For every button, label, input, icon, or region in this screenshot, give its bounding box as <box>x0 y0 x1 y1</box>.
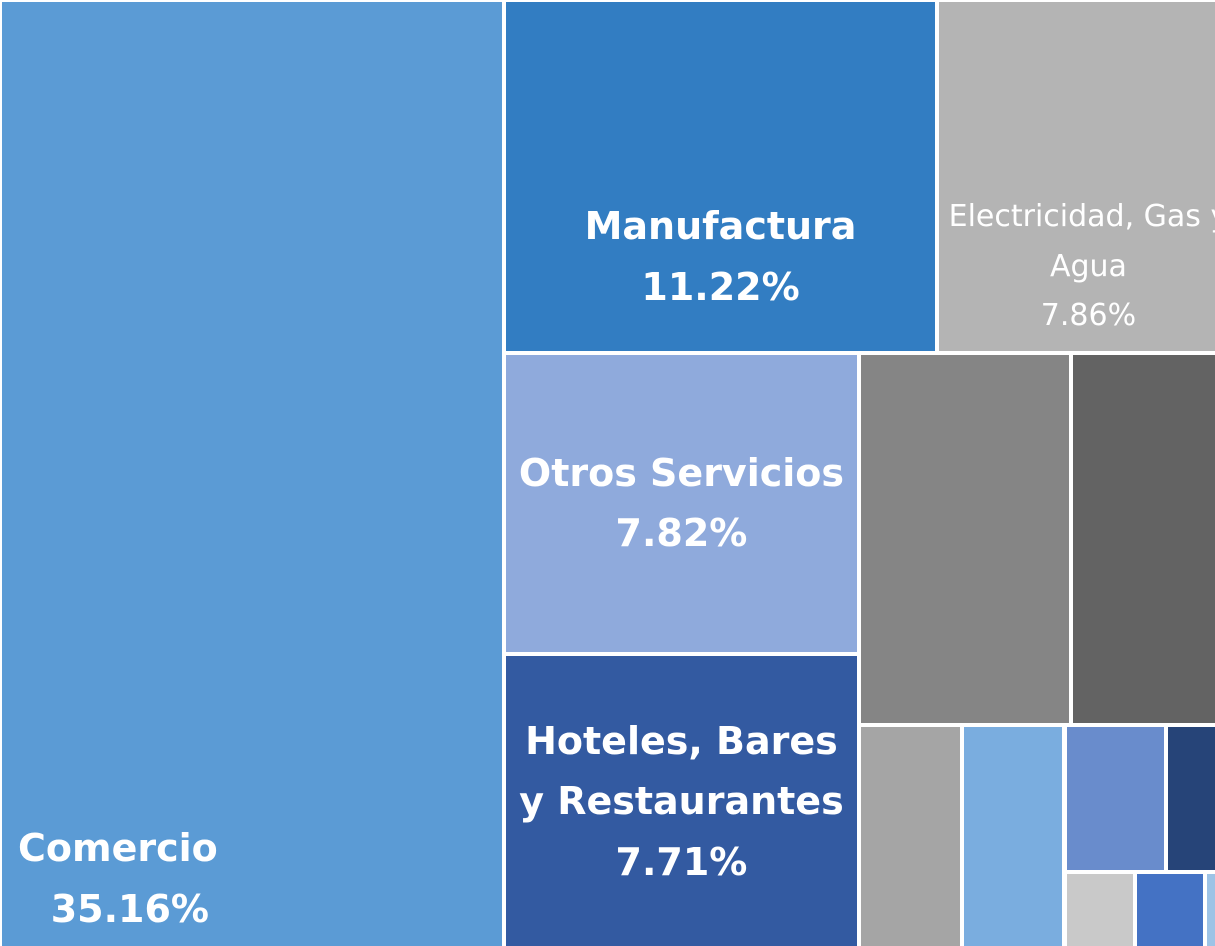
category-label: Otros Servicios <box>518 450 845 495</box>
tile-label: Hoteles, Bares y Restaurantes 7.71% <box>506 711 857 893</box>
tile <box>961 724 1065 946</box>
category-label: Hoteles, Bares y Restaurantes <box>519 718 844 824</box>
tile <box>1071 353 1215 725</box>
tile: Electricidad, Gas y Agua 7.86% <box>936 0 1215 354</box>
tile-label: Comercio 35.16% <box>10 818 226 940</box>
tile: Manufactura 11.22% <box>504 0 937 354</box>
tile <box>1166 724 1215 873</box>
tile: Hoteles, Bares y Restaurantes 7.71% <box>504 653 859 946</box>
tile <box>858 353 1072 725</box>
value-label: 7.71% <box>615 840 748 885</box>
tile: Otros Servicios 7.82% <box>504 353 859 654</box>
category-label: Manufactura <box>584 203 857 248</box>
tile <box>1064 724 1167 873</box>
tile <box>858 724 962 946</box>
tile <box>1204 872 1215 946</box>
category-label: Comercio <box>18 826 218 871</box>
category-label: Electricidad, Gas y Agua <box>948 199 1215 284</box>
tile: Comercio 35.16% <box>0 0 505 946</box>
tile <box>1064 872 1135 946</box>
value-label: 7.86% <box>1040 298 1137 334</box>
tile-label: Otros Servicios 7.82% <box>511 443 852 565</box>
tile-label: Manufactura 11.22% <box>577 196 865 318</box>
tile <box>1134 872 1205 946</box>
value-label: 7.82% <box>615 511 748 556</box>
value-label: 35.16% <box>50 887 210 932</box>
value-label: 11.22% <box>641 264 800 309</box>
tile-label: Electricidad, Gas y Agua 7.86% <box>939 192 1215 341</box>
